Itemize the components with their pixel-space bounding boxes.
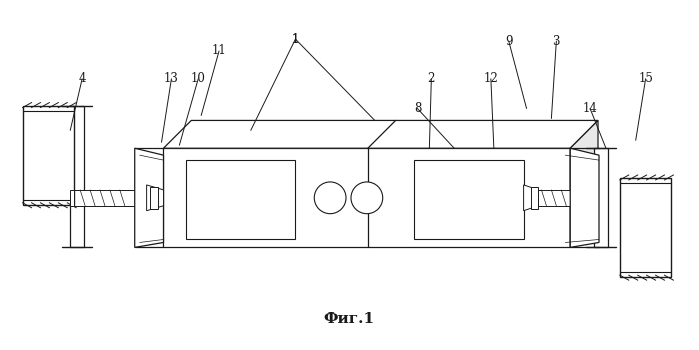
Polygon shape <box>570 120 598 247</box>
Polygon shape <box>70 190 74 206</box>
Text: 11: 11 <box>212 44 226 57</box>
Polygon shape <box>135 148 164 247</box>
Bar <box>620 178 672 277</box>
Text: 13: 13 <box>164 72 179 85</box>
Text: 4: 4 <box>78 72 86 85</box>
Polygon shape <box>147 185 164 211</box>
Text: 10: 10 <box>191 72 206 85</box>
Circle shape <box>315 182 346 214</box>
Text: 2: 2 <box>428 72 435 85</box>
Text: 9: 9 <box>505 35 512 48</box>
Bar <box>22 106 74 205</box>
Bar <box>594 148 608 247</box>
Polygon shape <box>524 185 538 211</box>
Polygon shape <box>415 160 524 239</box>
Polygon shape <box>164 120 598 148</box>
Text: 1: 1 <box>291 33 299 46</box>
Text: 14: 14 <box>583 102 598 115</box>
Polygon shape <box>164 148 570 247</box>
Text: Фиг.1: Фиг.1 <box>324 312 375 326</box>
Text: 15: 15 <box>638 72 653 85</box>
Polygon shape <box>74 190 164 206</box>
Text: 12: 12 <box>484 72 498 85</box>
Bar <box>531 187 538 209</box>
Bar <box>70 106 84 247</box>
Polygon shape <box>524 190 596 206</box>
Text: 1: 1 <box>291 33 299 46</box>
Text: 8: 8 <box>414 102 421 115</box>
Polygon shape <box>570 148 599 247</box>
Polygon shape <box>187 160 296 239</box>
Circle shape <box>351 182 383 214</box>
Bar <box>150 187 157 209</box>
Text: 3: 3 <box>553 35 560 48</box>
